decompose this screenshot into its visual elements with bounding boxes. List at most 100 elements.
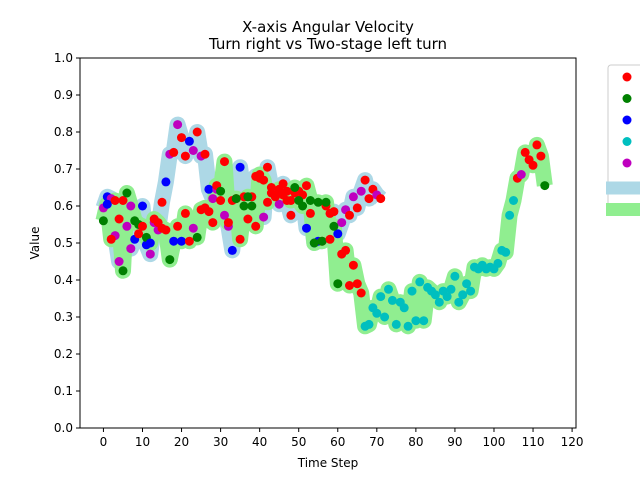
data-point-series-2: [263, 197, 272, 207]
data-point-series-2: [98, 216, 108, 226]
data-point-series-2: [446, 284, 456, 294]
data-point-series-2: [391, 319, 401, 329]
data-point-series-2: [493, 258, 503, 268]
data-point-series-2: [415, 277, 425, 287]
data-point-series-2: [122, 188, 132, 198]
x-axis-ticks: 0 10 20 30 40 50 60 70 80 90 100 110 120: [100, 428, 584, 449]
data-point-series-1: [180, 151, 190, 161]
data-point-series-2: [188, 223, 198, 233]
data-point-series-2: [376, 292, 386, 302]
data-point-series-2: [302, 181, 311, 191]
y-tick-label: 0.6: [54, 199, 73, 213]
x-tick-label: 30: [213, 435, 228, 449]
data-point-series-2: [364, 319, 374, 329]
data-point-series-1: [337, 218, 347, 228]
data-point-series-2: [536, 151, 546, 161]
data-point-series-1: [126, 244, 136, 254]
legend-point-marker: [622, 72, 632, 82]
data-point-series-2: [403, 321, 413, 331]
x-tick-label: 100: [483, 435, 506, 449]
data-point-series-2: [399, 303, 409, 313]
data-point-series-2: [419, 316, 429, 326]
data-point-series-2: [458, 290, 468, 300]
data-point-series-2: [114, 214, 124, 224]
data-point-series-2: [173, 221, 183, 231]
data-point-series-2: [208, 218, 218, 228]
data-point-series-2: [223, 218, 233, 228]
data-point-series-2: [110, 196, 120, 205]
legend-point-marker: [622, 94, 632, 103]
x-tick-label: 20: [174, 435, 189, 449]
data-point-series-2: [165, 255, 175, 265]
data-point-series-2: [387, 295, 397, 305]
data-point-series-2: [352, 279, 362, 289]
x-tick-label: 10: [135, 435, 150, 449]
data-point-series-1: [360, 175, 370, 185]
data-point-series-2: [450, 271, 460, 281]
data-point-series-2: [192, 232, 202, 242]
data-point-series-2: [247, 201, 257, 211]
x-tick-label: 110: [522, 435, 545, 449]
data-point-series-2: [290, 183, 300, 192]
legend-point-marker: [622, 115, 632, 125]
data-point-series-2: [348, 260, 358, 270]
data-point-series-2: [501, 247, 511, 257]
data-point-series-2: [161, 225, 171, 235]
data-point-series-1: [227, 245, 237, 255]
chart-subtitle: Turn right vs Two-stage left turn: [208, 35, 447, 53]
data-point-series-2: [298, 201, 308, 211]
data-point-series-1: [286, 210, 296, 220]
y-tick-label: 0.7: [54, 162, 73, 176]
data-point-series-2: [333, 279, 343, 289]
data-point-series-2: [220, 157, 229, 167]
data-point-series-1: [302, 223, 311, 233]
y-tick-label: 0.4: [54, 273, 73, 287]
data-point-series-2: [520, 147, 530, 157]
data-point-series-1: [259, 212, 269, 222]
data-point-series-2: [329, 221, 339, 231]
data-point-series-2: [434, 297, 444, 307]
data-point-series-2: [239, 201, 249, 211]
data-point-series-2: [540, 181, 550, 191]
data-point-series-2: [509, 196, 518, 205]
data-point-series-2: [341, 245, 351, 255]
data-point-series-1: [118, 196, 128, 205]
data-point-series-1: [192, 127, 202, 137]
data-point-series-2: [184, 236, 194, 246]
chart-title: X-axis Angular Velocity: [242, 18, 414, 36]
x-tick-label: 0: [100, 435, 108, 449]
x-tick-label: 60: [330, 435, 345, 449]
legend: [606, 64, 640, 216]
data-point-series-2: [430, 290, 440, 300]
data-point-series-2: [216, 186, 226, 196]
x-tick-label: 50: [291, 435, 306, 449]
data-point-series-1: [184, 136, 194, 146]
data-point-series-1: [216, 196, 226, 205]
x-axis-label: Time Step: [297, 456, 359, 470]
data-point-series-2: [251, 221, 261, 231]
x-tick-label: 70: [369, 435, 384, 449]
y-axis-label: Value: [28, 227, 42, 260]
data-point-series-1: [204, 184, 214, 194]
data-point-series-1: [348, 192, 358, 202]
y-tick-label: 0.1: [54, 384, 73, 398]
legend-point-marker: [622, 137, 632, 146]
data-point-series-2: [317, 236, 327, 246]
data-point-series-1: [235, 162, 245, 172]
data-point-series-2: [532, 140, 542, 150]
data-point-series-1: [329, 207, 339, 217]
data-point-series-1: [122, 221, 132, 231]
data-point-series-1: [243, 214, 253, 224]
data-point-series-2: [462, 279, 472, 289]
data-point-series-2: [528, 160, 538, 170]
data-point-series-1: [356, 186, 366, 196]
data-point-series-2: [106, 234, 116, 244]
data-point-series-2: [282, 186, 292, 196]
data-point-series-1: [345, 210, 354, 220]
y-tick-label: 0.3: [54, 310, 73, 324]
data-point-series-1: [138, 201, 147, 211]
data-point-series-2: [259, 175, 269, 185]
data-point-series-1: [134, 229, 144, 239]
data-point-series-2: [309, 238, 319, 248]
